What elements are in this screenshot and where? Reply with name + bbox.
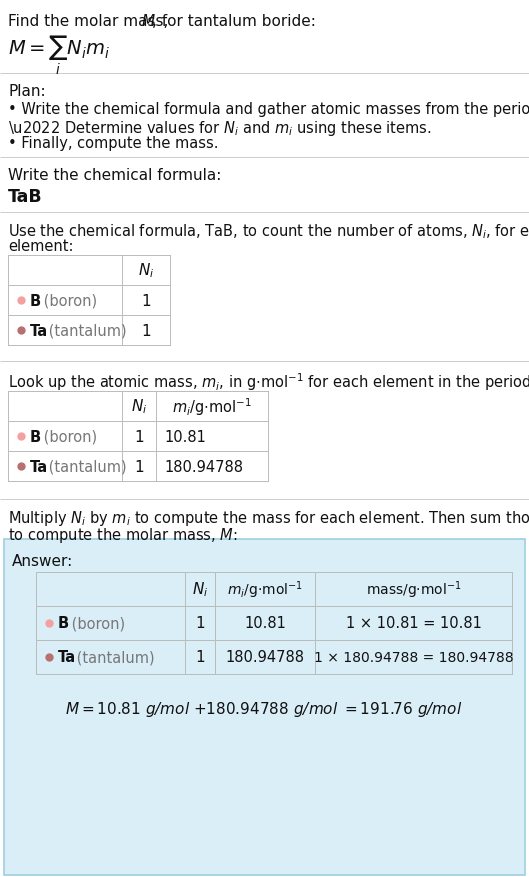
Text: $m_i$/g$\cdot$mol$^{-1}$: $m_i$/g$\cdot$mol$^{-1}$	[227, 579, 303, 600]
Text: (tantalum): (tantalum)	[72, 650, 154, 665]
Text: 1: 1	[141, 323, 151, 339]
Text: Ta: Ta	[58, 650, 76, 665]
Text: 180.94788: 180.94788	[225, 650, 305, 665]
Text: • Write the chemical formula and gather atomic masses from the periodic table.: • Write the chemical formula and gather …	[8, 102, 529, 117]
Text: • Finally, compute the mass.: • Finally, compute the mass.	[8, 136, 218, 151]
Text: Multiply $N_i$ by $m_i$ to compute the mass for each element. Then sum those val: Multiply $N_i$ by $m_i$ to compute the m…	[8, 509, 529, 527]
Text: Look up the atomic mass, $m_i$, in g$\cdot$mol$^{-1}$ for each element in the pe: Look up the atomic mass, $m_i$, in g$\cd…	[8, 371, 529, 392]
Text: 1: 1	[134, 459, 144, 474]
Text: 1: 1	[141, 293, 151, 308]
Text: \u2022 Determine values for $N_i$ and $m_i$ using these items.: \u2022 Determine values for $N_i$ and $m…	[8, 119, 432, 138]
Text: Plan:: Plan:	[8, 84, 45, 99]
Text: , for tantalum boride:: , for tantalum boride:	[152, 14, 316, 29]
Text: 1: 1	[134, 429, 144, 444]
Text: Use the chemical formula, TaB, to count the number of atoms, $N_i$, for each: Use the chemical formula, TaB, to count …	[8, 222, 529, 240]
Text: B: B	[30, 293, 41, 308]
Text: 1 × 180.94788 = 180.94788: 1 × 180.94788 = 180.94788	[314, 650, 513, 664]
Text: $N_i$: $N_i$	[131, 397, 147, 416]
Text: Write the chemical formula:: Write the chemical formula:	[8, 168, 221, 182]
Text: $N_i$: $N_i$	[138, 261, 154, 280]
Text: element:: element:	[8, 239, 74, 253]
Text: B: B	[30, 429, 41, 444]
Text: (tantalum): (tantalum)	[44, 323, 126, 339]
Text: $M = \sum_i N_i m_i$: $M = \sum_i N_i m_i$	[8, 34, 110, 77]
Text: 1: 1	[195, 616, 205, 631]
Text: B: B	[58, 616, 69, 631]
Text: $M = 10.81$ g/mol $+ 180.94788$ g/mol $= 191.76$ g/mol: $M = 10.81$ g/mol $+ 180.94788$ g/mol $=…	[66, 699, 463, 718]
Text: Ta: Ta	[30, 323, 48, 339]
Text: Ta: Ta	[30, 459, 48, 474]
Text: 1: 1	[195, 650, 205, 665]
Bar	[4, 539, 525, 875]
Text: (boron): (boron)	[39, 429, 97, 444]
Text: M: M	[142, 14, 155, 29]
Text: to compute the molar mass, $M$:: to compute the molar mass, $M$:	[8, 525, 238, 545]
Text: $m_i$/g$\cdot$mol$^{-1}$: $m_i$/g$\cdot$mol$^{-1}$	[172, 396, 252, 417]
Text: (tantalum): (tantalum)	[44, 459, 126, 474]
Text: (boron): (boron)	[67, 616, 125, 631]
Text: Find the molar mass,: Find the molar mass,	[8, 14, 174, 29]
Text: (boron): (boron)	[39, 293, 97, 308]
Text: 10.81: 10.81	[244, 616, 286, 631]
Text: $N_i$: $N_i$	[192, 580, 208, 599]
Text: Answer:: Answer:	[12, 553, 73, 568]
Text: 1 × 10.81 = 10.81: 1 × 10.81 = 10.81	[345, 616, 481, 631]
Text: TaB: TaB	[8, 188, 43, 206]
Text: 10.81: 10.81	[164, 429, 206, 444]
Text: 180.94788: 180.94788	[164, 459, 243, 474]
Text: mass/g$\cdot$mol$^{-1}$: mass/g$\cdot$mol$^{-1}$	[366, 579, 461, 600]
